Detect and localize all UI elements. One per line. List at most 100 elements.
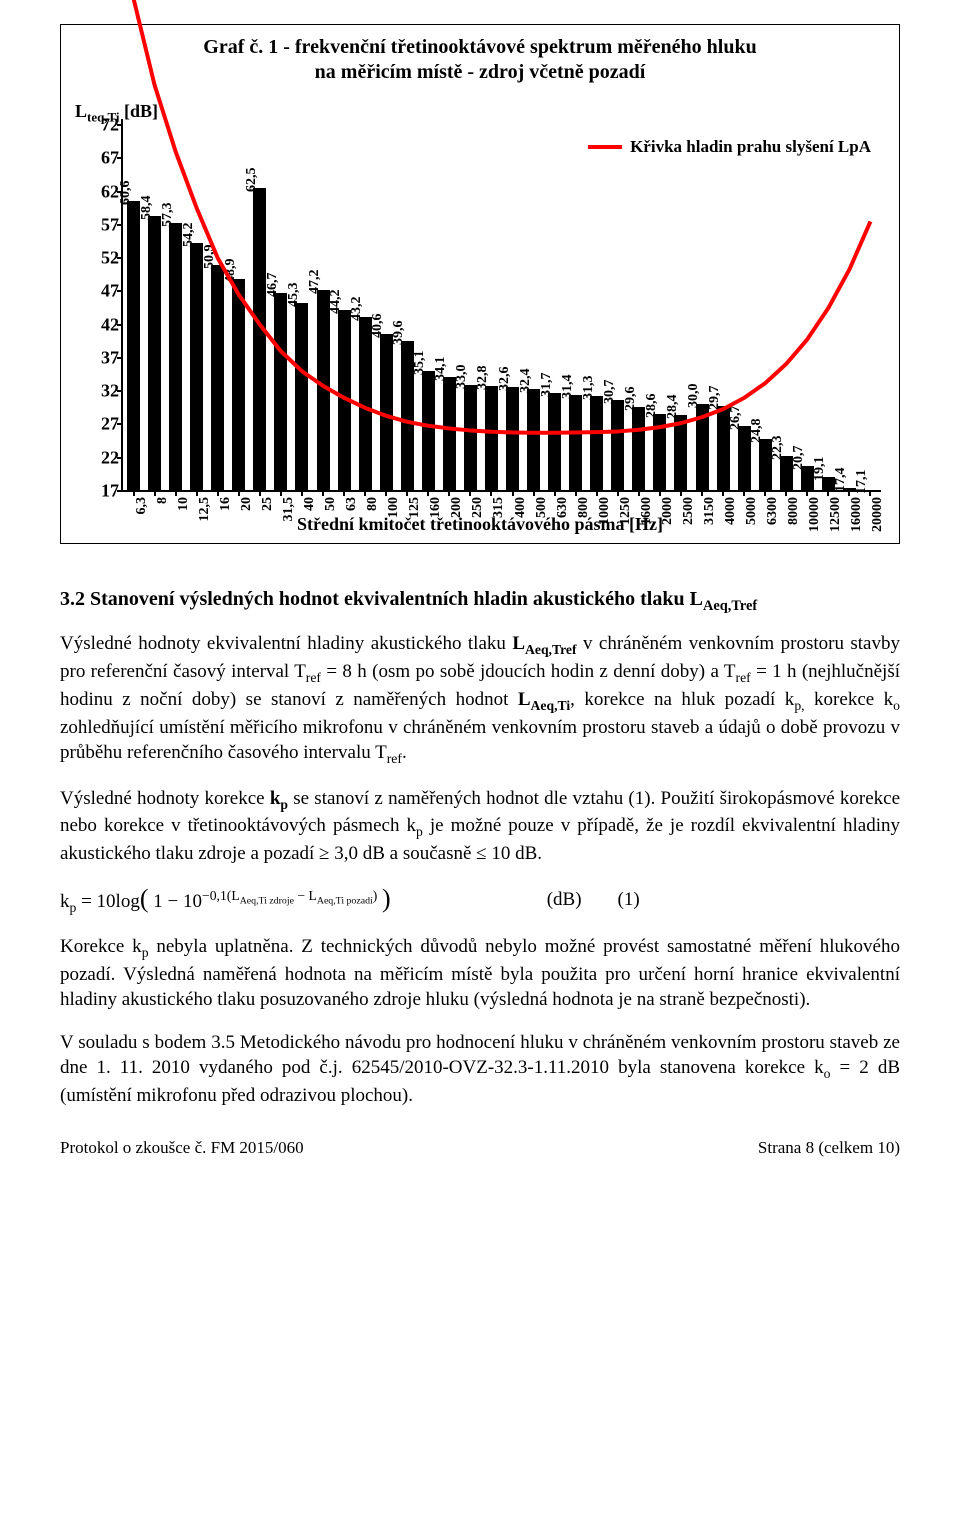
y-tick-mark [117,290,123,292]
y-tick-label: 27 [85,414,119,435]
bar-value-label: 54,2 [181,223,197,248]
chart-bar [127,201,140,491]
formula-unit: (dB) [547,889,582,911]
chart-bar [190,243,203,491]
x-tick-mark [301,491,303,496]
bar-value-label: 19,1 [812,457,828,482]
bar-value-label: 48,9 [223,258,239,283]
chart-bar [317,290,330,491]
chart-bar [169,223,182,491]
chart-bar [569,395,582,491]
page-footer: Protokol o zkoušce č. FM 2015/060 Strana… [60,1138,900,1158]
y-tick-mark [117,357,123,359]
bar-value-label: 30,7 [602,379,618,404]
x-tick-mark [154,491,156,496]
x-tick-mark [238,491,240,496]
chart-bar [359,317,372,491]
bar-value-label: 39,6 [391,320,407,345]
x-tick-mark [133,491,135,496]
x-tick-mark [490,491,492,496]
bar-value-label: 57,3 [160,202,176,227]
x-tick-mark [554,491,556,496]
bar-value-label: 24,8 [749,419,765,444]
y-tick-label: 52 [85,248,119,269]
footer-left: Protokol o zkoušce č. FM 2015/060 [60,1138,304,1158]
chart-bar [338,310,351,491]
y-axis-ticks: 172227323742475257626772 [85,125,119,491]
bar-value-label: 47,2 [307,270,323,295]
x-tick-mark [322,491,324,496]
x-tick-mark [343,491,345,496]
x-axis-label: Střední kmitočet třetinooktávového pásma… [61,514,899,535]
bar-value-label: 40,6 [370,313,386,338]
chart-bar [632,407,645,491]
bar-value-label: 28,6 [644,393,660,418]
x-tick-mark [364,491,366,496]
chart-bar [274,293,287,491]
bar-value-label: 30,0 [686,384,702,409]
y-tick-mark [117,124,123,126]
bar-value-label: 31,3 [581,375,597,400]
x-tick-mark [806,491,808,496]
x-tick-mark [596,491,598,496]
paragraph-2: Výsledné hodnoty korekce kp se stanoví z… [60,786,900,867]
bar-value-label: 26,7 [728,406,744,431]
bar-value-label: 20,7 [791,446,807,471]
chart-bar [253,188,266,491]
bar-value-label: 33,0 [454,364,470,389]
bar-value-label: 31,4 [560,375,576,400]
chart-bar [148,216,161,491]
chart-bar [211,265,224,491]
x-tick-mark [533,491,535,496]
bar-value-label: 32,6 [497,367,513,392]
x-tick-mark [764,491,766,496]
x-tick-mark [385,491,387,496]
x-tick-mark [512,491,514,496]
bar-value-label: 31,7 [539,373,555,398]
chart-bar [464,385,477,491]
chart-bar [506,387,519,491]
y-tick-mark [117,157,123,159]
x-tick-mark [575,491,577,496]
paragraph-1: Výsledné hodnoty ekvivalentní hladiny ak… [60,631,900,768]
y-tick-label: 22 [85,447,119,468]
y-tick-label: 32 [85,381,119,402]
section-heading: 3.2 Stanovení výsledných hodnot ekvivale… [60,588,900,615]
y-tick-label: 42 [85,314,119,335]
x-tick-mark [659,491,661,496]
x-tick-mark [448,491,450,496]
bar-value-label: 17,4 [833,468,849,493]
bar-value-label: 45,3 [286,282,302,307]
x-tick-mark [848,491,850,496]
paragraph-3: Korekce kp nebyla uplatněna. Z technický… [60,934,900,1012]
y-tick-label: 47 [85,281,119,302]
x-tick-mark [175,491,177,496]
bar-value-label: 29,6 [623,387,639,412]
chart-container: Graf č. 1 - frekvenční třetinooktávové s… [60,24,900,544]
y-tick-mark [117,224,123,226]
x-tick-mark [743,491,745,496]
x-tick-mark [680,491,682,496]
bar-value-label: 62,5 [244,168,260,193]
bar-value-label: 46,7 [265,273,281,298]
y-tick-mark [117,457,123,459]
x-tick-mark [196,491,198,496]
bar-value-label: 29,7 [707,386,723,411]
x-tick-mark [259,491,261,496]
bar-value-label: 35,1 [412,350,428,375]
x-tick-mark [427,491,429,496]
chart-bars: 60,658,457,354,250,948,962,546,745,347,2… [123,125,881,491]
chart-title-line1: Graf č. 1 - frekvenční třetinooktávové s… [203,36,756,58]
y-tick-mark [117,390,123,392]
y-tick-mark [117,423,123,425]
x-tick-mark [217,491,219,496]
y-tick-label: 17 [85,481,119,502]
chart-bar [674,415,687,491]
bar-value-label: 60,6 [118,180,134,205]
bar-value-label: 58,4 [139,195,155,220]
y-tick-label: 57 [85,214,119,235]
chart-bar [653,414,666,491]
x-tick-mark [617,491,619,496]
x-tick-mark [701,491,703,496]
y-tick-label: 37 [85,347,119,368]
